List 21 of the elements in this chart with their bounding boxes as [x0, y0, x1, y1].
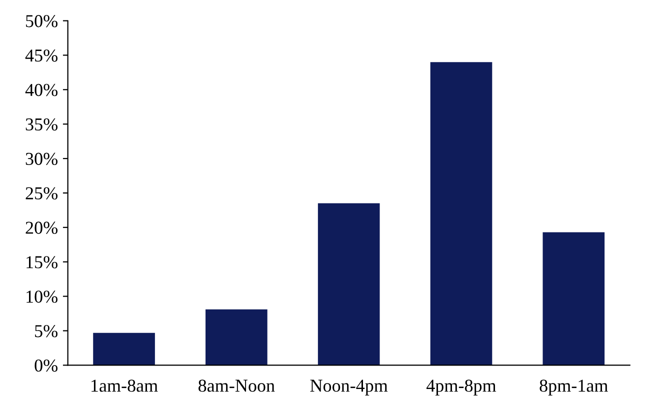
y-tick-label: 45%: [25, 49, 58, 62]
x-tick-label: 8pm-1am: [540, 380, 608, 396]
x-tick-label: 1am-8am: [92, 380, 158, 392]
y-tick-label: 5%: [35, 325, 58, 338]
x-tick-label: 8am-Noon: [198, 380, 275, 392]
y-tick-label: 25%: [26, 187, 58, 200]
bar: [206, 309, 268, 366]
bar: [318, 203, 380, 366]
y-tick-label: 40%: [25, 84, 58, 96]
y-tick-label: 15%: [26, 256, 58, 268]
y-tick-label: 20%: [26, 222, 58, 234]
y-tick-label: 35%: [26, 118, 58, 131]
y-tick-label: 30%: [26, 152, 58, 166]
bar: [93, 332, 155, 366]
y-tick-label: 10%: [26, 290, 58, 303]
bar: [430, 62, 492, 366]
x-tick-label: Noon-4pm: [310, 380, 388, 396]
bar: [542, 232, 605, 366]
x-tick-label: 4pm-8pm: [426, 380, 496, 396]
y-tick-label: 0%: [34, 359, 58, 372]
y-tick-label: 50%: [26, 15, 58, 28]
